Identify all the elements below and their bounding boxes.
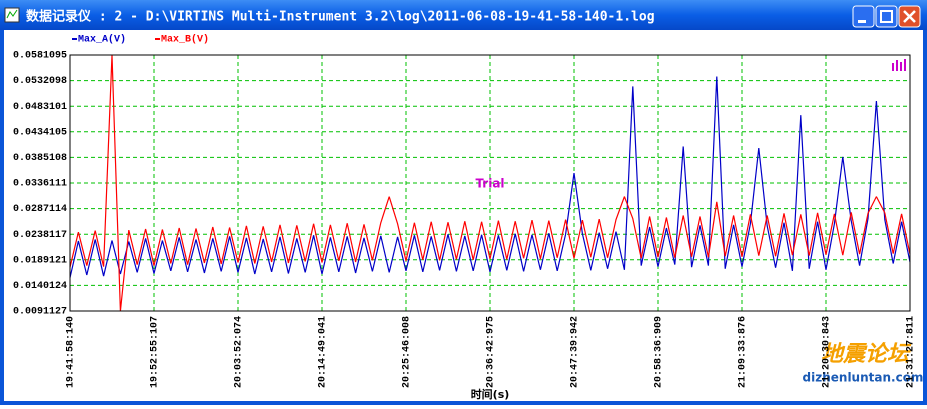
title-bar	[0, 0, 927, 30]
x-axis-label: 时间(s)	[471, 387, 510, 401]
minimize-button[interactable]	[852, 5, 875, 28]
x-tick-label: 19:41:58:140	[66, 316, 77, 388]
app-icon-glyph	[6, 9, 18, 19]
close-glyph	[903, 10, 916, 23]
y-tick-label: 0.0189121	[13, 255, 67, 266]
series-line	[69, 55, 911, 312]
x-tick-label: 20:03:52:074	[234, 316, 245, 388]
annotation: Trial	[475, 177, 504, 191]
y-tick-label: 0.0238117	[13, 230, 67, 241]
x-tick-label: 20:25:46:008	[402, 316, 413, 388]
x-tick-label: 19:52:55:107	[150, 316, 161, 388]
y-tick-label: 0.0581095	[13, 51, 67, 62]
y-tick-label: 0.0091127	[13, 307, 67, 318]
x-tick-label: 20:36:42:975	[486, 316, 497, 388]
watermark-url: dizhenluntan.com	[803, 371, 924, 385]
panel-icon	[892, 59, 906, 71]
x-tick-label: 20:47:39:942	[570, 316, 581, 388]
x-tick-label: 20:58:36:909	[654, 316, 665, 388]
y-tick-label: 0.0287114	[13, 204, 67, 215]
x-tick-label: 21:31:27:811	[906, 316, 917, 388]
y-tick-label: 0.0532098	[13, 76, 67, 87]
minimize-glyph	[858, 20, 866, 23]
maximize-button[interactable]	[875, 5, 898, 28]
x-tick-label: 21:09:33:876	[738, 316, 749, 388]
y-tick-label: 0.0434105	[13, 127, 67, 138]
y-tick-label: 0.0385108	[13, 153, 67, 164]
window-title: 数据记录仪 : 2 - D:\VIRTINS Multi-Instrument …	[26, 9, 655, 25]
y-tick-label: 0.0140124	[13, 281, 67, 292]
x-tick-label: 20:14:49:041	[318, 316, 329, 388]
legend-label: Max_A(V)	[78, 34, 126, 46]
y-tick-label: 0.0483101	[13, 102, 67, 113]
maximize-glyph	[880, 10, 893, 23]
plot-border	[69, 54, 911, 312]
series-line	[69, 76, 911, 278]
watermark-brand: 地震论坛	[821, 342, 912, 367]
x-tick-label: 21:20:30:843	[822, 316, 833, 388]
y-tick-label: 0.0336111	[13, 179, 67, 190]
legend-label: Max_B(V)	[161, 34, 209, 46]
